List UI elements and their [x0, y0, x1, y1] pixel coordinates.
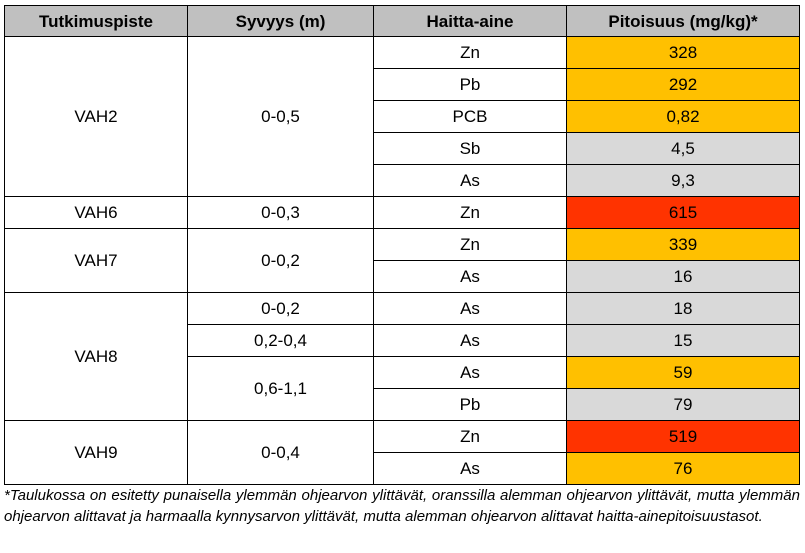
cell-depth: 0-0,4 — [187, 420, 374, 485]
cell-concentration: 328 — [566, 36, 800, 69]
cell-concentration: 4,5 — [566, 132, 800, 165]
cell-depth: 0-0,3 — [187, 196, 374, 229]
table-row: Pb 79 — [5, 388, 800, 421]
cell-substance: As — [373, 356, 567, 389]
table-row: As 16 — [5, 260, 800, 293]
cell-concentration: 76 — [566, 452, 800, 485]
footnote: *Taulukossa on esitetty punaisella ylemm… — [4, 487, 800, 525]
table-row: Pb 292 — [5, 68, 800, 101]
table-row: Sb 4,5 — [5, 132, 800, 165]
header-substance: Haitta-aine — [373, 5, 567, 37]
cell-depth: 0,2-0,4 — [187, 324, 374, 357]
table-row: PCB 0,82 — [5, 100, 800, 133]
table-body: VAH2 0-0,5 Zn 328 Pb 292 PCB 0,82 Sb 4,5 As 9,3 VAH6… — [4, 36, 800, 485]
table-row: As 9,3 — [5, 164, 800, 197]
cell-concentration: 15 — [566, 324, 800, 357]
cell-depth: 0-0,2 — [187, 292, 374, 325]
table-row: VAH9 0-0,4 Zn 519 — [4, 420, 800, 485]
cell-substance: As — [373, 260, 567, 293]
cell-depth: 0-0,5 — [187, 36, 374, 197]
cell-substance: Sb — [373, 132, 567, 165]
cell-substance: As — [373, 164, 567, 197]
cell-substance: Zn — [373, 228, 567, 261]
table-row: As 76 — [5, 452, 800, 485]
cell-concentration: 339 — [566, 228, 800, 261]
table-row: VAH2 0-0,5 Zn 328 — [4, 36, 800, 197]
cell-point: VAH7 — [4, 228, 188, 293]
table-row: VAH7 0-0,2 Zn 339 — [4, 228, 800, 293]
cell-point: VAH6 — [4, 196, 188, 229]
cell-substance: PCB — [373, 100, 567, 133]
cell-concentration: 79 — [566, 388, 800, 421]
cell-concentration: 18 — [566, 292, 800, 325]
cell-depth: 0-0,2 — [187, 228, 374, 293]
cell-point: VAH8 — [4, 292, 188, 421]
cell-concentration: 519 — [566, 420, 800, 453]
cell-substance: As — [373, 452, 567, 485]
cell-substance: Zn — [373, 420, 567, 453]
cell-substance: As — [373, 292, 567, 325]
cell-concentration: 59 — [566, 356, 800, 389]
cell-point: VAH9 — [4, 420, 188, 485]
table-row: VAH8 0-0,2 As 18 — [4, 292, 800, 421]
cell-concentration: 292 — [566, 68, 800, 101]
cell-concentration: 615 — [566, 196, 800, 229]
cell-substance: Pb — [373, 68, 567, 101]
cell-substance: Zn — [373, 196, 567, 229]
header-concentration: Pitoisuus (mg/kg)* — [566, 5, 800, 37]
results-table: Tutkimuspiste Syvyys (m) Haitta-aine Pit… — [4, 5, 800, 485]
header-depth: Syvyys (m) — [187, 5, 374, 37]
table-row: 0,6-1,1 As 59 — [5, 356, 800, 421]
header-point: Tutkimuspiste — [4, 5, 188, 37]
table-row: VAH6 0-0,3 Zn 615 — [4, 196, 800, 229]
cell-concentration: 0,82 — [566, 100, 800, 133]
cell-substance: Pb — [373, 388, 567, 421]
cell-substance: As — [373, 324, 567, 357]
table-row: 0,2-0,4 As 15 — [5, 324, 800, 357]
cell-substance: Zn — [373, 36, 567, 69]
cell-concentration: 16 — [566, 260, 800, 293]
cell-concentration: 9,3 — [566, 164, 800, 197]
header-row: Tutkimuspiste Syvyys (m) Haitta-aine Pit… — [4, 5, 800, 37]
cell-depth: 0,6-1,1 — [187, 356, 374, 421]
cell-point: VAH2 — [4, 36, 188, 197]
